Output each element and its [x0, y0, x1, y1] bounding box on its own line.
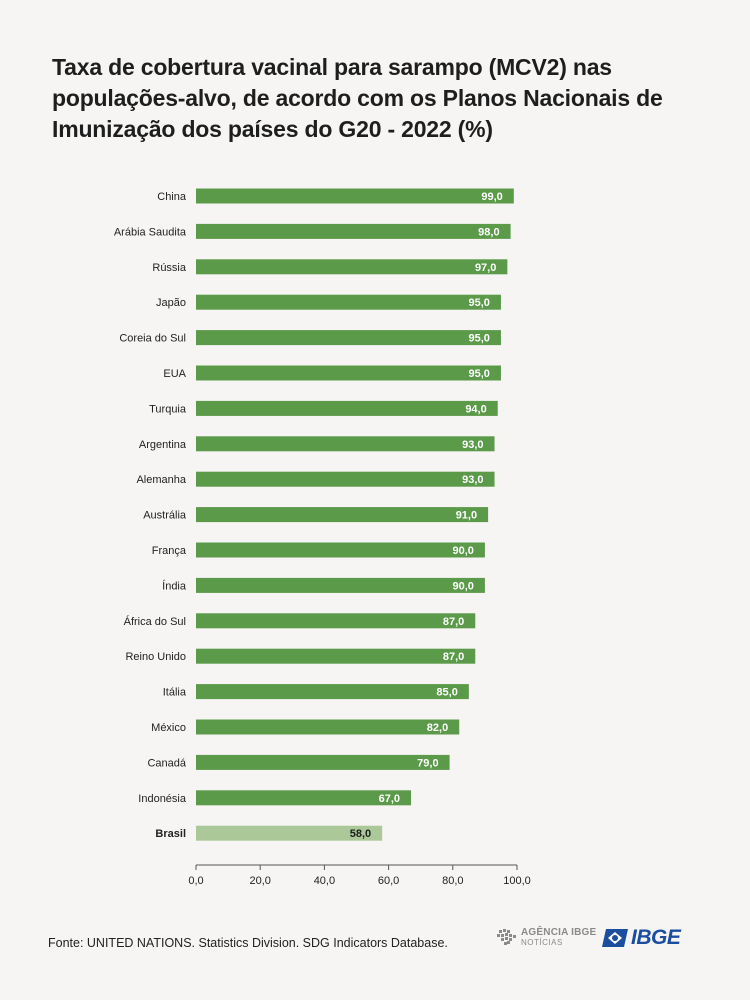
logos: AGÊNCIA IBGE NOTÍCIAS IBGE: [496, 925, 706, 955]
brazil-map-icon: [497, 929, 516, 945]
x-tick-label: 80,0: [442, 875, 463, 887]
bar-5: [196, 365, 501, 381]
category-label: EUA: [163, 368, 186, 380]
bar-2: [196, 259, 508, 275]
value-label: 99,0: [481, 191, 502, 203]
value-label: 58,0: [350, 828, 371, 840]
category-label: Índia: [162, 579, 187, 592]
value-label: 82,0: [427, 722, 448, 734]
value-label: 91,0: [456, 510, 477, 522]
category-label: África do Sul: [124, 615, 186, 628]
agencia-label: AGÊNCIA IBGE: [521, 927, 597, 938]
category-label: México: [151, 722, 186, 734]
value-label: 93,0: [462, 439, 483, 451]
value-label: 95,0: [469, 297, 490, 309]
category-label: Brasil: [155, 828, 186, 840]
value-label: 87,0: [443, 651, 464, 663]
category-label: Argentina: [139, 439, 187, 451]
value-label: 93,0: [462, 474, 483, 486]
bar-13: [196, 648, 476, 664]
category-label: Itália: [163, 687, 187, 699]
bar-14: [196, 684, 469, 700]
value-label: 94,0: [465, 403, 486, 415]
value-label: 95,0: [469, 333, 490, 345]
x-tick-label: 40,0: [314, 875, 335, 887]
bar-18: [196, 825, 383, 841]
value-label: 90,0: [452, 545, 473, 557]
value-label: 97,0: [475, 262, 496, 274]
source-note: Fonte: UNITED NATIONS. Statistics Divisi…: [48, 936, 448, 950]
x-tick-label: 100,0: [503, 875, 531, 887]
bar-16: [196, 754, 450, 770]
category-label: Coreia do Sul: [119, 333, 186, 345]
bar-chart: China 99,0 Arábia Saudita 98,0 Rússia 97,0 Jap…: [114, 188, 531, 887]
category-label: Japão: [156, 297, 186, 309]
category-label: Turquia: [149, 403, 187, 415]
bar-11: [196, 577, 485, 593]
value-label: 95,0: [469, 368, 490, 380]
bar-3: [196, 294, 501, 310]
ibge-logo: IBGE: [602, 926, 681, 950]
category-label: China: [157, 191, 187, 203]
category-label: Arábia Saudita: [114, 226, 187, 238]
x-tick-label: 0,0: [188, 875, 203, 887]
category-label: Alemanha: [136, 474, 186, 486]
agencia-ibge-logo: AGÊNCIA IBGE NOTÍCIAS: [496, 927, 596, 947]
ibge-wordmark: IBGE: [631, 926, 681, 949]
bar-9: [196, 507, 489, 523]
bar-1: [196, 223, 511, 239]
category-label: Canadá: [147, 757, 186, 769]
chart-title: Taxa de cobertura vacinal para sarampo (…: [52, 54, 663, 142]
category-label: Reino Unido: [125, 651, 186, 663]
value-label: 79,0: [417, 757, 438, 769]
x-tick-label: 20,0: [249, 875, 270, 887]
bar-15: [196, 719, 460, 735]
category-label: Indonésia: [138, 793, 187, 805]
noticias-label: NOTÍCIAS: [521, 938, 563, 947]
category-label: França: [152, 545, 187, 557]
x-tick-label: 60,0: [378, 875, 399, 887]
value-label: 85,0: [436, 687, 457, 699]
bar-12: [196, 613, 476, 629]
bar-8: [196, 471, 495, 487]
value-label: 67,0: [379, 793, 400, 805]
bar-10: [196, 542, 485, 558]
bar-0: [196, 188, 514, 204]
value-label: 90,0: [452, 580, 473, 592]
bar-17: [196, 790, 412, 806]
category-label: Rússia: [152, 262, 187, 274]
value-label: 98,0: [478, 226, 499, 238]
value-label: 87,0: [443, 616, 464, 628]
category-label: Austrália: [143, 510, 187, 522]
bar-4: [196, 330, 501, 346]
bar-7: [196, 436, 495, 452]
bar-6: [196, 400, 498, 416]
ibge-flag-icon: [602, 929, 628, 947]
